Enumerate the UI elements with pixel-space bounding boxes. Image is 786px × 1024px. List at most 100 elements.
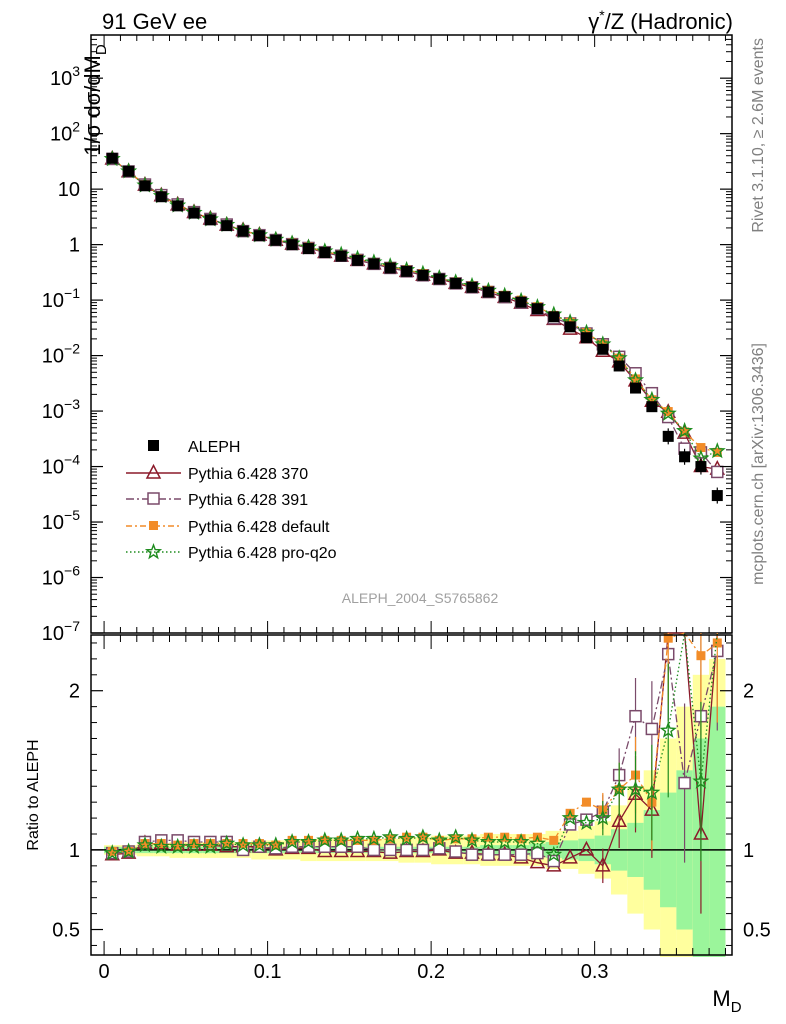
main-point-aleph bbox=[204, 214, 216, 226]
ratio-point-p370 bbox=[595, 856, 611, 872]
ratio-y-tick-label-left: 0.5 bbox=[52, 920, 80, 942]
ratio-point-pq2o bbox=[577, 813, 595, 831]
ratio-point-pdef bbox=[173, 840, 183, 850]
main-point-aleph bbox=[450, 277, 462, 289]
main-point-aleph bbox=[319, 247, 331, 259]
ratio-point-pdef bbox=[287, 835, 297, 845]
ratio-point-pdef bbox=[402, 832, 412, 842]
ratio-y-tick-label-right: 1 bbox=[743, 840, 754, 862]
main-point-aleph bbox=[237, 225, 249, 237]
ratio-point-pdef bbox=[434, 835, 444, 845]
ratio-point-pq2o bbox=[545, 845, 563, 863]
main-point-aleph bbox=[564, 321, 576, 333]
main-point-aleph bbox=[662, 430, 674, 442]
main-y-tick-label: 10−3 bbox=[42, 396, 80, 423]
ratio-point-pq2o bbox=[381, 828, 399, 845]
ratio-point-pq2o bbox=[643, 783, 661, 800]
ratio-point-pq2o bbox=[103, 844, 121, 861]
ratio-plot-panel: 0.5 0.5 1 1 2 2 0 0.1 0.2 0.3 bbox=[52, 632, 771, 983]
ratio-point-pq2o bbox=[496, 832, 514, 850]
main-point-pdef bbox=[663, 407, 673, 417]
legend-label-pq2o: Pythia 6.428 pro-q2o bbox=[188, 545, 337, 562]
ratio-point-p370 bbox=[562, 848, 578, 864]
main-series-pythia-6-428-pro-q2o bbox=[103, 150, 726, 466]
main-point-aleph bbox=[679, 451, 691, 463]
main-y-ticks: 10−7 10−6 10−5 10−4 10−3 10−2 10−1 1 10 102 103 bbox=[42, 38, 732, 645]
main-point-aleph bbox=[221, 220, 233, 232]
ratio-point-pq2o bbox=[627, 780, 645, 797]
legend-marker-aleph bbox=[148, 440, 159, 451]
main-point-aleph bbox=[646, 401, 658, 413]
ratio-point-pq2o bbox=[152, 837, 170, 855]
ratio-point-pq2o bbox=[283, 833, 301, 850]
main-point-aleph bbox=[466, 281, 478, 293]
main-y-tick-label: 10−6 bbox=[42, 563, 80, 590]
ratio-y-tick-label-right: 0.5 bbox=[743, 920, 771, 942]
ratio-plot-frame bbox=[90, 634, 733, 956]
ratio-point-pdef bbox=[107, 847, 117, 857]
ratio-point-pdef bbox=[353, 835, 363, 845]
ratio-point-pdef bbox=[336, 835, 346, 845]
legend-label-pdef: Pythia 6.428 default bbox=[188, 519, 330, 536]
ratio-point-pq2o bbox=[250, 836, 269, 853]
x-axis-label: MD bbox=[712, 986, 741, 1016]
main-point-aleph bbox=[106, 152, 118, 164]
main-y-tick-label: 10−7 bbox=[42, 618, 80, 645]
main-line-pdef bbox=[111, 158, 718, 454]
main-point-aleph bbox=[433, 273, 445, 285]
ratio-point-pq2o bbox=[299, 832, 317, 850]
main-point-pdef bbox=[614, 353, 624, 363]
main-point-aleph bbox=[630, 382, 642, 394]
ratio-point-pq2o bbox=[365, 829, 383, 847]
main-series-pythia-6-428-370 bbox=[104, 149, 726, 475]
x-tick-label: 0.1 bbox=[254, 961, 282, 983]
legend-label-p370: Pythia 6.428 370 bbox=[188, 466, 308, 483]
legend-marker-pq2o bbox=[144, 542, 163, 560]
mcplots-label: mcplots.cern.ch [arXiv:1306.3436] bbox=[750, 343, 767, 585]
ratio-point-pq2o bbox=[234, 836, 252, 853]
main-point-aleph bbox=[253, 230, 265, 242]
ratio-point-p391 bbox=[400, 843, 413, 857]
ratio-point-pdef bbox=[205, 839, 215, 849]
ratio-point-p370 bbox=[578, 840, 595, 856]
ratio-point-p391 bbox=[465, 848, 479, 861]
ratio-point-p391 bbox=[563, 818, 577, 831]
main-point-aleph bbox=[352, 254, 364, 266]
ratio-point-p391 bbox=[449, 845, 462, 858]
main-line-p391 bbox=[111, 158, 718, 473]
main-series-aleph bbox=[106, 152, 723, 504]
ratio-point-pq2o bbox=[120, 842, 138, 859]
ratio-point-pq2o bbox=[692, 772, 710, 789]
main-point-aleph bbox=[548, 311, 560, 323]
ratio-series-pythia-6-428-pro-q2o bbox=[103, 632, 718, 863]
main-point-pq2o bbox=[675, 421, 694, 439]
ratio-point-pq2o bbox=[136, 836, 154, 853]
ratio-point-pq2o bbox=[316, 831, 334, 848]
main-point-pdef bbox=[712, 447, 722, 457]
main-point-aleph bbox=[335, 250, 347, 262]
legend-marker-p391 bbox=[147, 492, 160, 505]
ratio-point-pq2o bbox=[430, 831, 448, 848]
ratio-point-pq2o bbox=[201, 837, 219, 855]
legend-item-pdef: Pythia 6.428 default bbox=[126, 519, 330, 536]
ratio-axis-ticks: 0.5 0.5 1 1 2 2 0 0.1 0.2 0.3 bbox=[52, 635, 771, 983]
ratio-point-pdef bbox=[451, 834, 461, 844]
ratio-point-pdef bbox=[140, 839, 150, 849]
ratio-point-pq2o bbox=[169, 837, 187, 855]
ratio-point-p391 bbox=[645, 722, 659, 736]
ratio-point-pdef bbox=[696, 651, 706, 661]
main-point-aleph bbox=[188, 207, 200, 219]
main-point-aleph bbox=[482, 286, 494, 298]
ratio-point-pq2o bbox=[267, 836, 285, 853]
ratio-point-p391 bbox=[416, 843, 430, 857]
ratio-point-pdef bbox=[483, 832, 493, 842]
rivet-label: Rivet 3.1.10, ≥ 2.6M events bbox=[750, 38, 767, 233]
main-point-pdef bbox=[680, 427, 690, 437]
main-y-axis-label: 1/σ dσ/dMD bbox=[80, 44, 110, 156]
ratio-point-pdef bbox=[238, 839, 248, 849]
x-tick-label: 0 bbox=[99, 961, 110, 983]
main-y-tick-label: 10−4 bbox=[42, 452, 80, 479]
main-y-tick-label: 10−5 bbox=[42, 507, 80, 534]
header-left: 91 GeV ee bbox=[102, 9, 207, 34]
